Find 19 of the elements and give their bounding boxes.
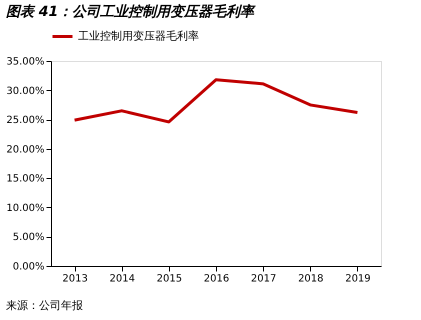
y-tick-label: 0.00% (12, 262, 44, 272)
legend-label: 工业控制用变压器毛利率 (78, 30, 199, 42)
y-tick-label: 30.00% (6, 86, 44, 97)
x-tick-label: 2015 (156, 274, 182, 284)
x-tick-label: 2018 (298, 274, 324, 284)
x-tick-label: 2017 (250, 274, 276, 284)
x-tick-label: 2016 (204, 274, 230, 284)
line-series (73, 78, 359, 124)
y-tick-label: 15.00% (6, 174, 44, 185)
y-tick-label: 25.00% (6, 115, 44, 126)
source-note: 来源：公司年报 (6, 299, 83, 312)
x-tick-label: 2014 (109, 274, 135, 284)
chart-title: 图表 41：公司工业控制用变压器毛利率 (6, 3, 256, 20)
y-tick-label: 20.00% (6, 144, 44, 156)
y-tick-label: 10.00% (6, 202, 44, 214)
x-tick-label: 2019 (345, 274, 371, 284)
y-tick-label: 35.00% (6, 56, 44, 68)
y-tick-label: 5.00% (12, 232, 44, 244)
x-tick-label: 2013 (62, 274, 88, 284)
